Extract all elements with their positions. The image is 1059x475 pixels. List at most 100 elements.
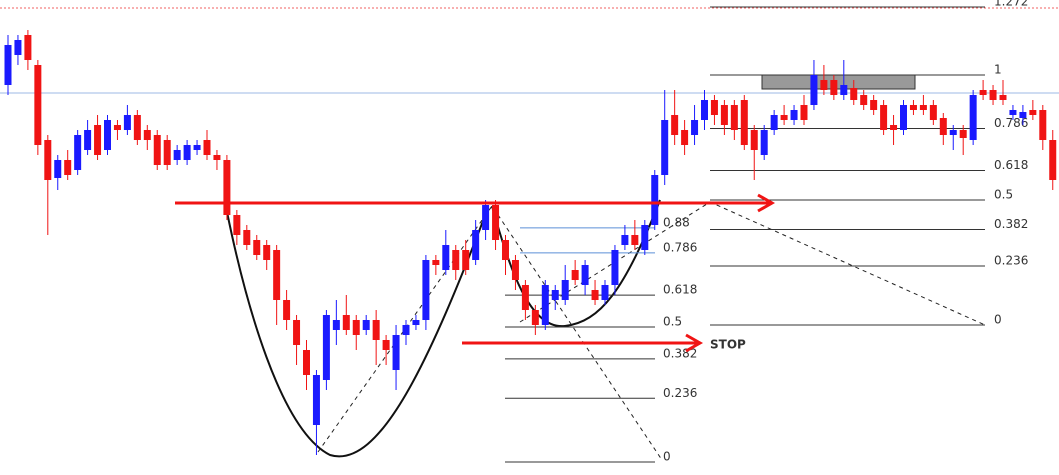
candle-body	[273, 250, 281, 300]
candle-body	[780, 115, 788, 120]
candle-body	[551, 290, 559, 300]
pattern-drawings	[226, 74, 986, 461]
candle-body	[531, 310, 539, 325]
candle-body	[989, 90, 997, 100]
fib-label: 0	[663, 450, 671, 464]
fib-label: 0.236	[994, 254, 1028, 268]
dashed-line	[519, 201, 986, 326]
fib-label: 0.382	[994, 217, 1028, 231]
fib-label: 0	[994, 313, 1002, 327]
candle-body	[770, 115, 778, 130]
candle-body	[701, 100, 708, 120]
candle-body	[492, 205, 500, 240]
candle-body	[163, 140, 171, 165]
candle-body	[860, 95, 868, 105]
candle-body	[880, 105, 888, 130]
candle-body	[4, 45, 12, 85]
candle-body	[113, 125, 121, 130]
candle-body	[949, 130, 957, 135]
candle-body	[919, 105, 927, 110]
candle-body	[223, 160, 231, 215]
candle-body	[929, 105, 937, 120]
candle-body	[74, 135, 82, 170]
candle-body	[581, 265, 589, 285]
candle-body	[233, 215, 241, 235]
candle-body	[591, 290, 599, 300]
candle-body	[322, 315, 330, 380]
candle-body	[14, 40, 22, 55]
candle-body	[263, 245, 271, 260]
candle-body	[1039, 110, 1047, 140]
candle-body	[422, 260, 430, 320]
candle-body	[392, 335, 400, 370]
candle-body	[561, 280, 569, 300]
fib-label: 0.88	[663, 215, 690, 229]
candle-body	[800, 105, 808, 120]
candle-body	[959, 130, 967, 138]
candle-body	[1049, 140, 1057, 180]
candle-body	[541, 285, 549, 325]
cup-curve	[226, 207, 489, 458]
candle-body	[969, 95, 977, 140]
candle-body	[730, 105, 738, 130]
zone-box	[761, 74, 916, 90]
fib-label: 0.786	[994, 116, 1028, 130]
candle-body	[382, 340, 390, 350]
candle-body	[283, 300, 291, 320]
candle-body	[293, 320, 301, 345]
candle-body	[482, 205, 490, 230]
candle-body	[24, 35, 32, 60]
candle-body	[193, 145, 201, 150]
candle-body	[502, 240, 509, 260]
candle-body	[312, 375, 320, 425]
candle-body	[54, 160, 62, 178]
candle-body	[740, 100, 748, 145]
fib-label: 1	[994, 63, 1002, 77]
candle-body	[720, 105, 728, 125]
candle-body	[840, 85, 848, 95]
candle-body	[183, 145, 191, 160]
arrow-head	[757, 193, 776, 213]
candle-body	[352, 320, 360, 335]
candle-body	[402, 325, 410, 335]
candle-body	[651, 175, 659, 225]
candle-body	[133, 115, 141, 140]
fib-label: 0.786	[663, 240, 697, 254]
candle-body	[850, 88, 858, 100]
candle-body	[939, 118, 947, 135]
candle-body	[34, 65, 42, 145]
candle-body	[173, 150, 181, 160]
candle-body	[810, 75, 818, 105]
cup-curve	[491, 199, 661, 328]
candle-body	[104, 120, 111, 150]
dashed-line	[317, 205, 663, 461]
candle-body	[999, 95, 1007, 100]
candle-body	[571, 270, 579, 280]
candle-body	[84, 130, 92, 150]
candle-body	[790, 110, 798, 120]
fib-label: 0.5	[663, 315, 682, 329]
candle-body	[820, 80, 828, 90]
candle-body	[621, 235, 629, 245]
candle-body	[1029, 110, 1037, 115]
candle-body	[661, 120, 669, 175]
candle-body	[830, 80, 838, 95]
candle-body	[521, 285, 529, 310]
candle-body	[213, 155, 221, 160]
candle-body	[472, 230, 480, 260]
candle-body	[372, 320, 380, 340]
candle-body	[641, 225, 649, 250]
candle-body	[631, 235, 639, 245]
candle-body	[243, 230, 251, 245]
candle-body	[511, 260, 519, 280]
candle-body	[870, 100, 878, 110]
fib-label: 1.272	[994, 0, 1028, 9]
candle-body	[710, 100, 718, 115]
candle-body	[303, 350, 310, 375]
arrow-label: STOP	[710, 338, 746, 352]
fib-label: 0.5	[994, 188, 1013, 202]
candle-body	[691, 120, 699, 135]
candle-body	[342, 315, 350, 330]
candle-body	[611, 250, 619, 285]
